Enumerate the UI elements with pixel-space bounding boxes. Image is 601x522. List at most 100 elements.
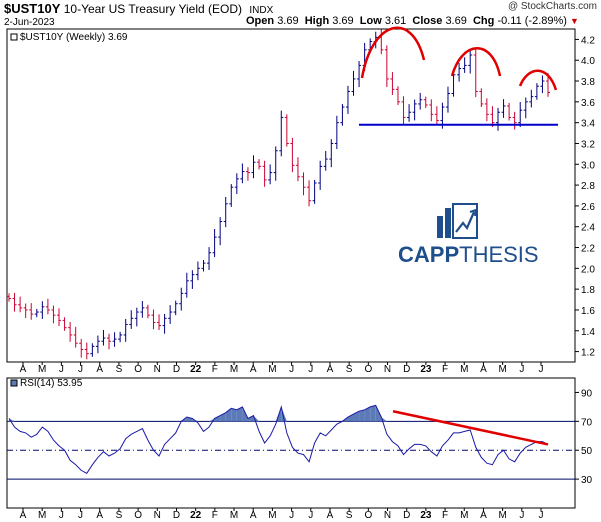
price-x-tick-label: F <box>442 364 448 375</box>
rsi-y-tick-label: 30 <box>581 475 593 486</box>
rsi-x-tick-label: J <box>519 510 524 521</box>
rsi-overbought-fill <box>214 415 221 422</box>
price-x-tick-label: A <box>250 364 257 375</box>
rsi-overbought-fill <box>247 415 254 422</box>
rsi-x-tick-label: N <box>154 510 161 521</box>
price-y-tick-label: 2.2 <box>581 244 595 255</box>
logo-wordmark-b: THESIS <box>459 242 538 267</box>
down-triangle-icon: ▼ <box>570 16 579 26</box>
rsi-x-tick-label: D <box>403 510 410 521</box>
logo-wordmark-a: CAPP <box>398 242 459 267</box>
open-value: 3.69 <box>277 15 299 27</box>
rsi-panel-frame <box>6 377 576 509</box>
rsi-x-tick-label: M <box>38 510 46 521</box>
rsi-trendline <box>392 409 549 446</box>
rsi-x-tick-label: F <box>442 510 448 521</box>
rsi-overbought-fill <box>220 412 226 422</box>
rsi-x-tick-label: S <box>116 510 123 521</box>
price-x-tick-label: M <box>498 364 506 375</box>
rsi-overbought-fill <box>281 406 287 422</box>
price-x-tick-label: M <box>268 364 276 375</box>
close-value: 3.69 <box>445 15 467 27</box>
chart-title: $UST10Y 10-Year US Treasury Yield (EOD) … <box>4 1 273 16</box>
rsi-y-tick-label: 50 <box>581 446 593 457</box>
price-y-tick-label: 2.0 <box>581 264 595 275</box>
rsi-x-tick-label: A <box>20 510 27 521</box>
rsi-x-tick-label: N <box>384 510 391 521</box>
rsi-x-tick-label: D <box>173 510 180 521</box>
price-x-tick-label: J <box>539 364 544 375</box>
price-x-tick-label: A <box>327 364 334 375</box>
price-x-tick-label: M <box>460 364 468 375</box>
price-x-tick-label: 23 <box>420 364 432 375</box>
rsi-x-tick-label: A <box>327 510 334 521</box>
price-x-tick-label: J <box>59 364 64 375</box>
rsi-x-tick-label: J <box>539 510 544 521</box>
arrow-head-icon <box>469 208 478 217</box>
chg-value: -0.11 (-2.89%) <box>497 15 567 27</box>
rsi-overbought-fill <box>231 408 237 422</box>
rsi-x-tick-label: 23 <box>420 510 432 521</box>
high-value: 3.69 <box>332 15 354 27</box>
price-y-tick-label: 3.4 <box>581 119 595 130</box>
price-y-tick-label: 2.4 <box>581 223 595 234</box>
price-y-tick-label: 3.8 <box>581 77 595 88</box>
price-y-tick-label: 2.8 <box>581 181 595 192</box>
chart-date: 2-Jun-2023 <box>4 17 55 28</box>
rsi-overbought-fill <box>359 409 365 422</box>
rsi-x-tick-label: M <box>268 510 276 521</box>
right-shoulder-arc-1 <box>450 47 502 77</box>
chg-label: Chg <box>472 15 495 27</box>
chart-trend-arrow-icon <box>455 211 476 233</box>
price-y-tick-label: 1.8 <box>581 285 595 296</box>
rsi-line <box>8 404 549 474</box>
price-y-tick-label: 1.2 <box>581 348 595 359</box>
price-x-tick-label: S <box>116 364 123 375</box>
rsi-x-tick-label: S <box>346 510 353 521</box>
price-x-tick-label: O <box>364 364 372 375</box>
price-x-tick-label: M <box>230 364 238 375</box>
rsi-overbought-fill <box>236 406 243 422</box>
rsi-y-tick-label: 90 <box>581 388 593 399</box>
rsi-legend: RSI(14) 53.95 <box>20 378 83 389</box>
price-x-tick-label: N <box>154 364 161 375</box>
rsi-legend-swatch <box>10 379 18 387</box>
rsi-x-tick-label: M <box>230 510 238 521</box>
price-x-tick-label: J <box>78 364 83 375</box>
price-x-tick-label: M <box>38 364 46 375</box>
rsi-x-tick-label: 22 <box>190 510 202 521</box>
high-label: High <box>304 15 330 27</box>
price-legend: $UST10Y (Weekly) 3.69 <box>20 32 128 43</box>
price-x-tick-label: A <box>96 364 103 375</box>
rsi-x-tick-label: J <box>59 510 64 521</box>
legend-swatch <box>10 33 18 41</box>
left-shoulder-head-arc <box>360 26 426 79</box>
close-label: Close <box>412 15 443 27</box>
logo-bar-1 <box>437 216 443 238</box>
rsi-y-tick-label: 70 <box>581 417 593 428</box>
price-y-tick-label: 2.6 <box>581 202 595 213</box>
rsi-overbought-fill <box>370 405 376 422</box>
rsi-overbought-fill <box>364 406 371 422</box>
rsi-x-tick-label: A <box>250 510 257 521</box>
price-x-tick-label: O <box>134 364 142 375</box>
logo-box <box>452 203 478 239</box>
rsi-x-tick-label: A <box>480 510 487 521</box>
open-label: Open <box>246 15 275 27</box>
low-label: Low <box>359 15 382 27</box>
rsi-overbought-fill <box>347 414 354 422</box>
price-x-tick-label: S <box>346 364 353 375</box>
ohlc-readout: Open 3.69 High 3.69 Low 3.61 Close 3.69 … <box>246 15 579 27</box>
price-x-tick-label: A <box>480 364 487 375</box>
price-panel-frame <box>6 28 576 363</box>
price-x-tick-label: N <box>384 364 391 375</box>
price-x-tick-label: D <box>403 364 410 375</box>
price-y-tick-label: 4.2 <box>581 35 595 46</box>
rsi-x-tick-label: J <box>289 510 294 521</box>
price-y-tick-label: 3.2 <box>581 139 595 150</box>
exchange-label: INDX <box>249 5 274 16</box>
rsi-x-tick-label: M <box>460 510 468 521</box>
logo-wordmark: CAPPTHESIS <box>398 242 539 267</box>
price-y-tick-label: 4.0 <box>581 56 595 67</box>
